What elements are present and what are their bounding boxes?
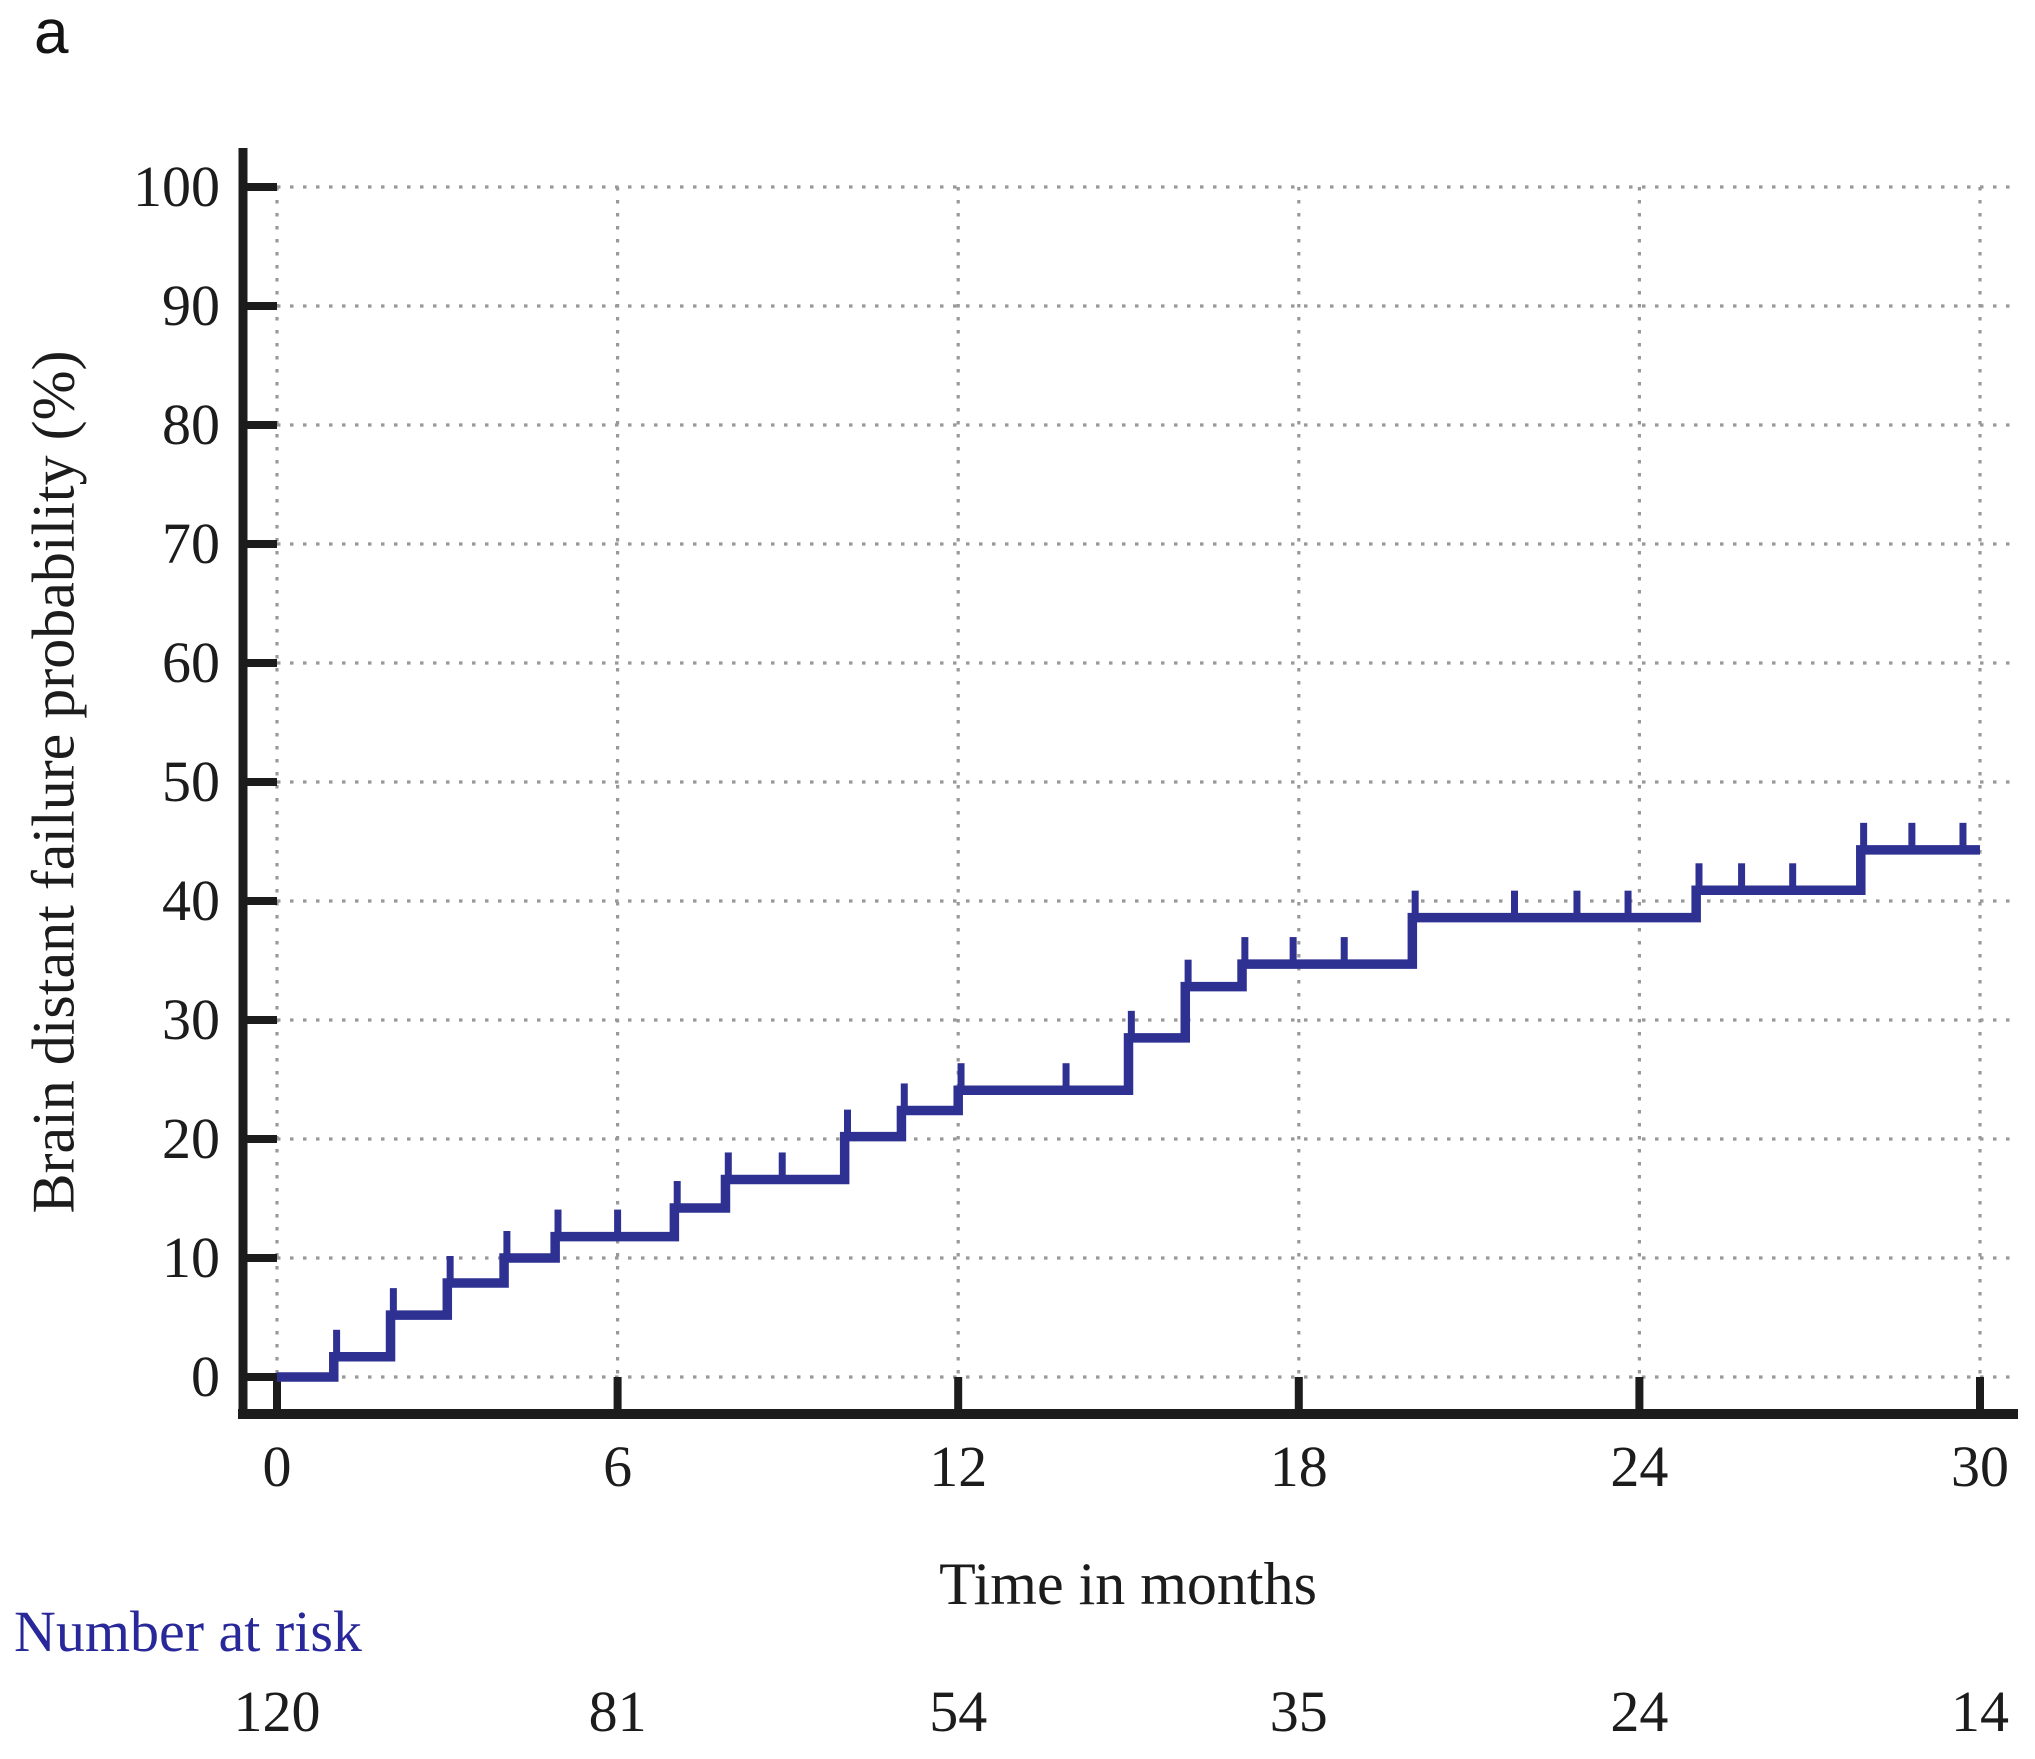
panel-letter: a [34, 0, 69, 67]
risk-count: 54 [929, 1679, 988, 1744]
y-tick-label: 20 [162, 1106, 220, 1171]
y-tick-label: 90 [162, 273, 220, 338]
y-tick-label: 100 [133, 154, 220, 219]
risk-count: 24 [1610, 1679, 1669, 1744]
x-tick-label: 30 [1951, 1434, 2009, 1499]
risk-count: 120 [233, 1679, 321, 1744]
y-tick-label: 10 [162, 1225, 220, 1290]
grid-lines [275, 185, 2010, 1379]
risk-count: 81 [588, 1679, 647, 1744]
y-tick-label: 0 [191, 1344, 220, 1409]
risk-count: 35 [1269, 1679, 1328, 1744]
censor-ticks [333, 822, 1967, 1354]
y-tick-label: 40 [162, 868, 220, 933]
x-tick-label: 18 [1269, 1434, 1328, 1499]
y-tick-label: 30 [162, 987, 220, 1052]
y-tick-label: 80 [162, 392, 220, 457]
x-tick-label: 0 [262, 1434, 292, 1499]
axes [238, 148, 2018, 1419]
x-axis-title: Time in months [939, 1551, 1317, 1617]
y-tick-label: 70 [162, 511, 220, 576]
number-at-risk-label: Number at risk [14, 1599, 362, 1664]
y-tick-label: 50 [162, 749, 220, 814]
km-curve [277, 845, 1980, 1382]
y-tick-label: 60 [162, 630, 220, 695]
x-tick-label: 6 [603, 1434, 633, 1499]
x-tick-label: 12 [929, 1434, 988, 1499]
x-tick-label: 24 [1610, 1434, 1669, 1499]
risk-count: 14 [1951, 1679, 2009, 1744]
